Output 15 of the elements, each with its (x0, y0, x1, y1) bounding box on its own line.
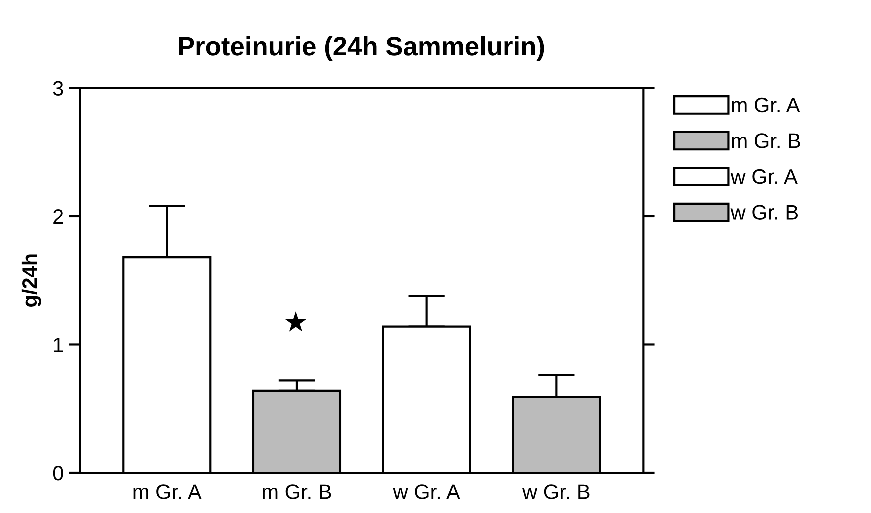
y-axis-title: g/24h (22, 254, 42, 307)
y-tick-label: 2 (54, 209, 64, 224)
legend-label: w Gr. A (730, 169, 798, 184)
legend-label: w Gr. B (730, 205, 798, 220)
y-tick-label: 3 (53, 81, 64, 96)
x-tick-label: w Gr. B (522, 484, 590, 500)
x-tick-label: w Gr. A (393, 484, 460, 500)
x-tick-label: m Gr. A (134, 484, 202, 500)
legend-label: m Gr. B (732, 134, 800, 148)
x-tick-label: m Gr. B (263, 484, 332, 500)
y-tick-label: 0 (53, 466, 64, 481)
legend-label: m Gr. A (732, 98, 800, 113)
y-tick-label: 1 (54, 338, 64, 352)
annotation: ★ (285, 312, 307, 332)
chart-title: Proteinurie (24h Sammelurin) (179, 36, 544, 62)
